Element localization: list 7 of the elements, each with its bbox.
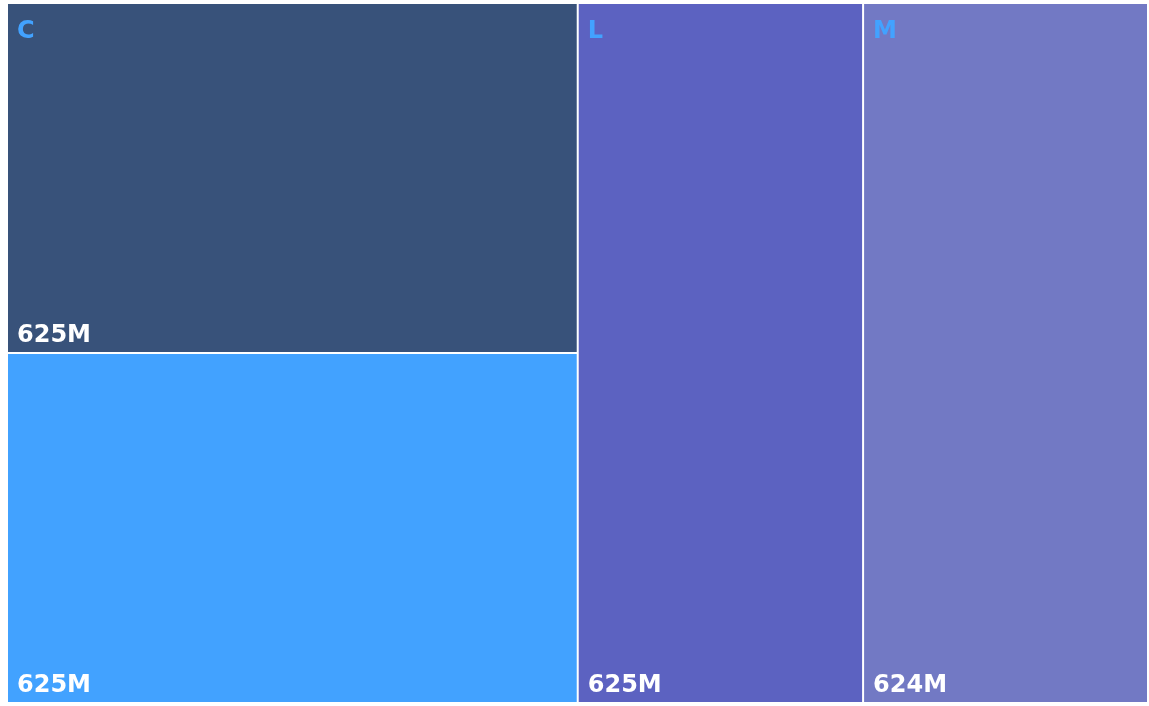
category-label: C	[17, 16, 35, 45]
data-label: 625M	[17, 670, 91, 698]
data-label: 625M	[17, 320, 91, 348]
data-label: 625M	[587, 670, 662, 698]
category-label: L	[587, 16, 604, 45]
data-label: 624M	[873, 670, 948, 698]
category-label: M	[873, 16, 897, 45]
